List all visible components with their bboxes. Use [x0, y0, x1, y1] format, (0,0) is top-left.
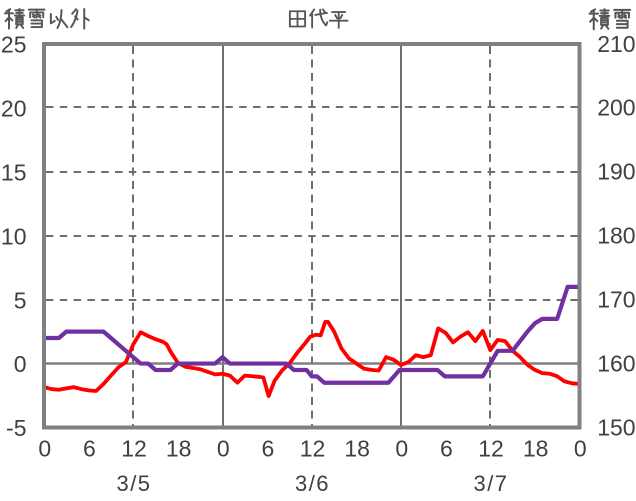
- svg-text:-5: -5: [6, 415, 26, 441]
- svg-text:20: 20: [1, 96, 27, 122]
- svg-text:0: 0: [14, 351, 27, 377]
- svg-text:0: 0: [395, 435, 408, 461]
- svg-text:18: 18: [166, 435, 192, 461]
- svg-text:170: 170: [597, 287, 635, 313]
- svg-text:6: 6: [262, 435, 275, 461]
- svg-text:12: 12: [121, 435, 147, 461]
- svg-text:5: 5: [14, 287, 27, 313]
- svg-text:15: 15: [1, 159, 27, 185]
- svg-text:3/7: 3/7: [473, 471, 508, 496]
- svg-text:18: 18: [344, 435, 370, 461]
- svg-text:12: 12: [300, 435, 326, 461]
- svg-text:180: 180: [597, 223, 635, 249]
- svg-text:210: 210: [597, 31, 635, 57]
- svg-text:6: 6: [83, 435, 96, 461]
- svg-text:0: 0: [217, 435, 230, 461]
- svg-text:18: 18: [523, 435, 549, 461]
- svg-text:0: 0: [38, 435, 51, 461]
- svg-text:160: 160: [597, 350, 635, 376]
- svg-text:10: 10: [1, 223, 27, 249]
- svg-text:150: 150: [597, 414, 635, 440]
- svg-text:190: 190: [597, 159, 635, 185]
- svg-text:0: 0: [574, 435, 587, 461]
- svg-text:200: 200: [597, 95, 635, 121]
- svg-text:6: 6: [440, 435, 453, 461]
- svg-text:12: 12: [478, 435, 504, 461]
- svg-text:25: 25: [1, 32, 27, 58]
- svg-text:3/6: 3/6: [295, 471, 330, 496]
- svg-text:3/5: 3/5: [116, 471, 151, 496]
